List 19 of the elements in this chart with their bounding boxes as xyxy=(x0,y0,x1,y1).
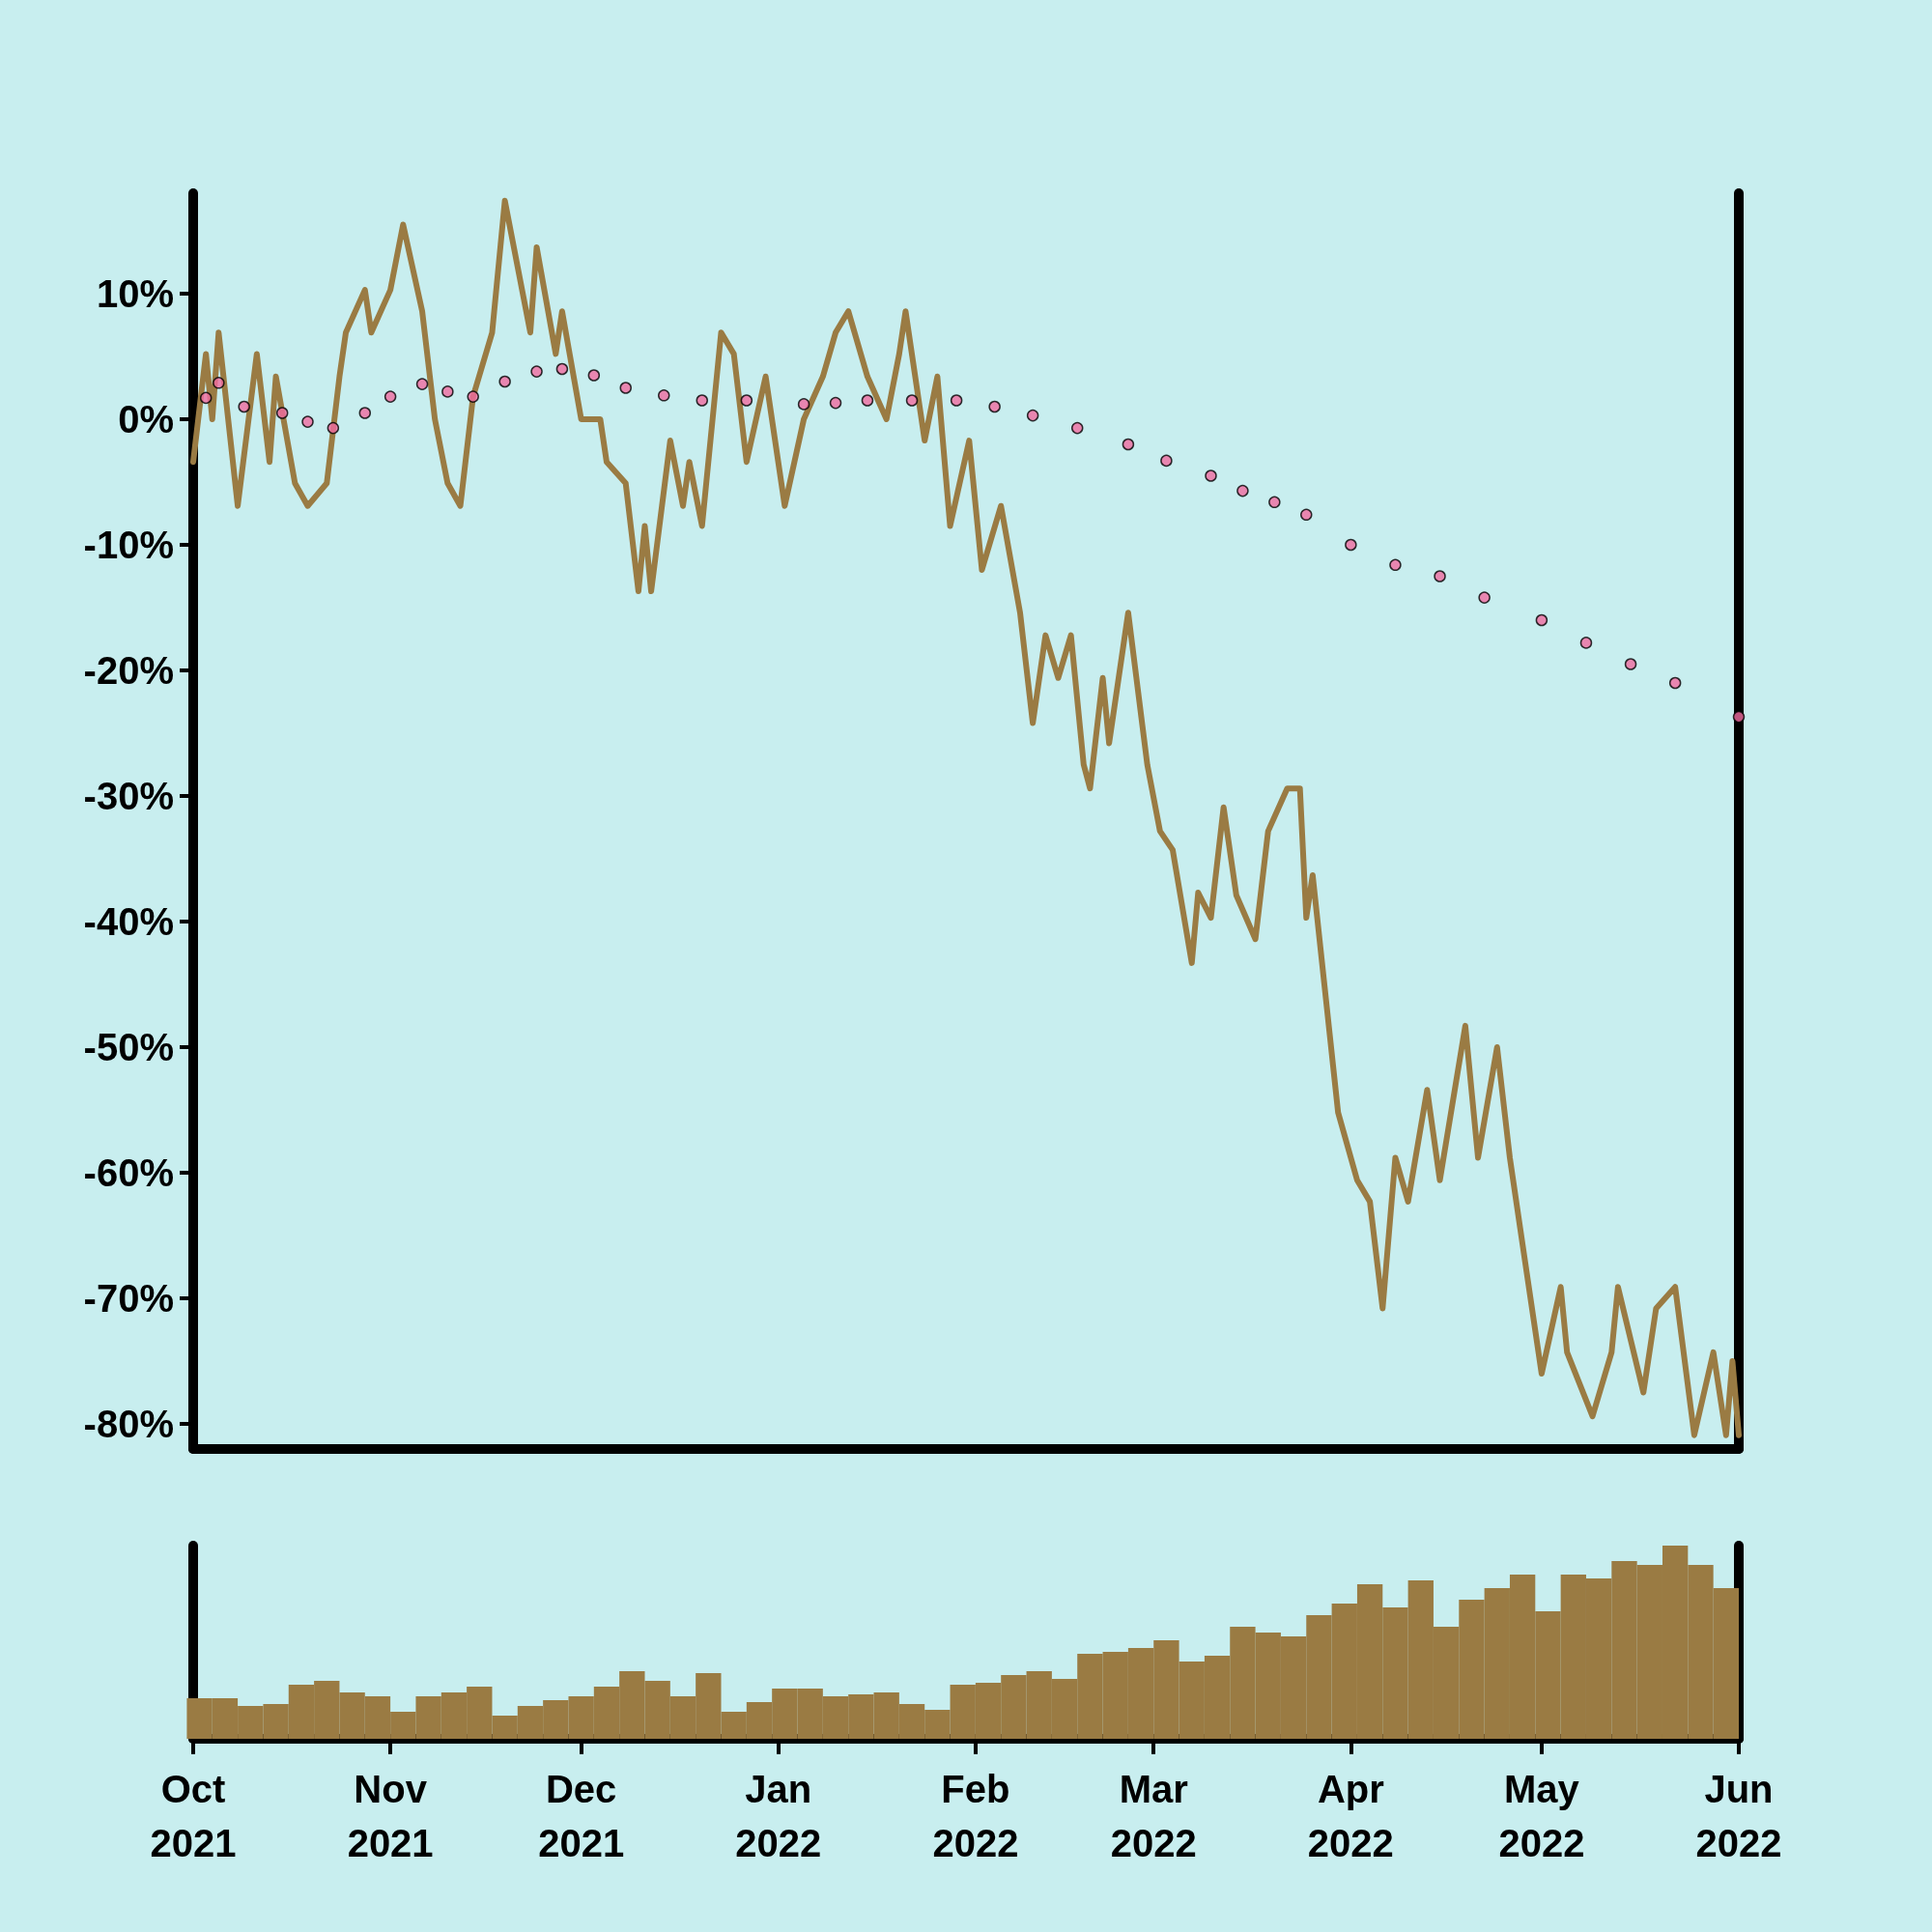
y-tick-label: -30% xyxy=(83,775,174,817)
y-tick-label: 10% xyxy=(96,272,174,315)
x-tick-label: Nov 2021 xyxy=(347,1768,434,1864)
x-tick-label: Feb 2022 xyxy=(932,1768,1019,1864)
x-tick-label: Jun 2022 xyxy=(1695,1768,1782,1864)
x-tick-label: May 2022 xyxy=(1498,1768,1585,1864)
x-tick-label: Dec 2021 xyxy=(538,1768,625,1864)
y-tick-label: -20% xyxy=(83,649,174,692)
x-tick-label: Apr 2022 xyxy=(1307,1768,1394,1864)
y-tick-label: -60% xyxy=(83,1151,174,1194)
y-tick-label: -50% xyxy=(83,1026,174,1068)
y-tick-label: -70% xyxy=(83,1277,174,1320)
x-tick-label: Jan 2022 xyxy=(735,1768,822,1864)
y-tick-label: -10% xyxy=(83,524,174,566)
y-tick-label: -80% xyxy=(83,1403,174,1445)
y-tick-label: 0% xyxy=(118,398,174,440)
y-tick-label: -40% xyxy=(83,900,174,943)
x-tick-label: Oct 2021 xyxy=(150,1768,237,1864)
x-tick-label: Mar 2022 xyxy=(1110,1768,1197,1864)
